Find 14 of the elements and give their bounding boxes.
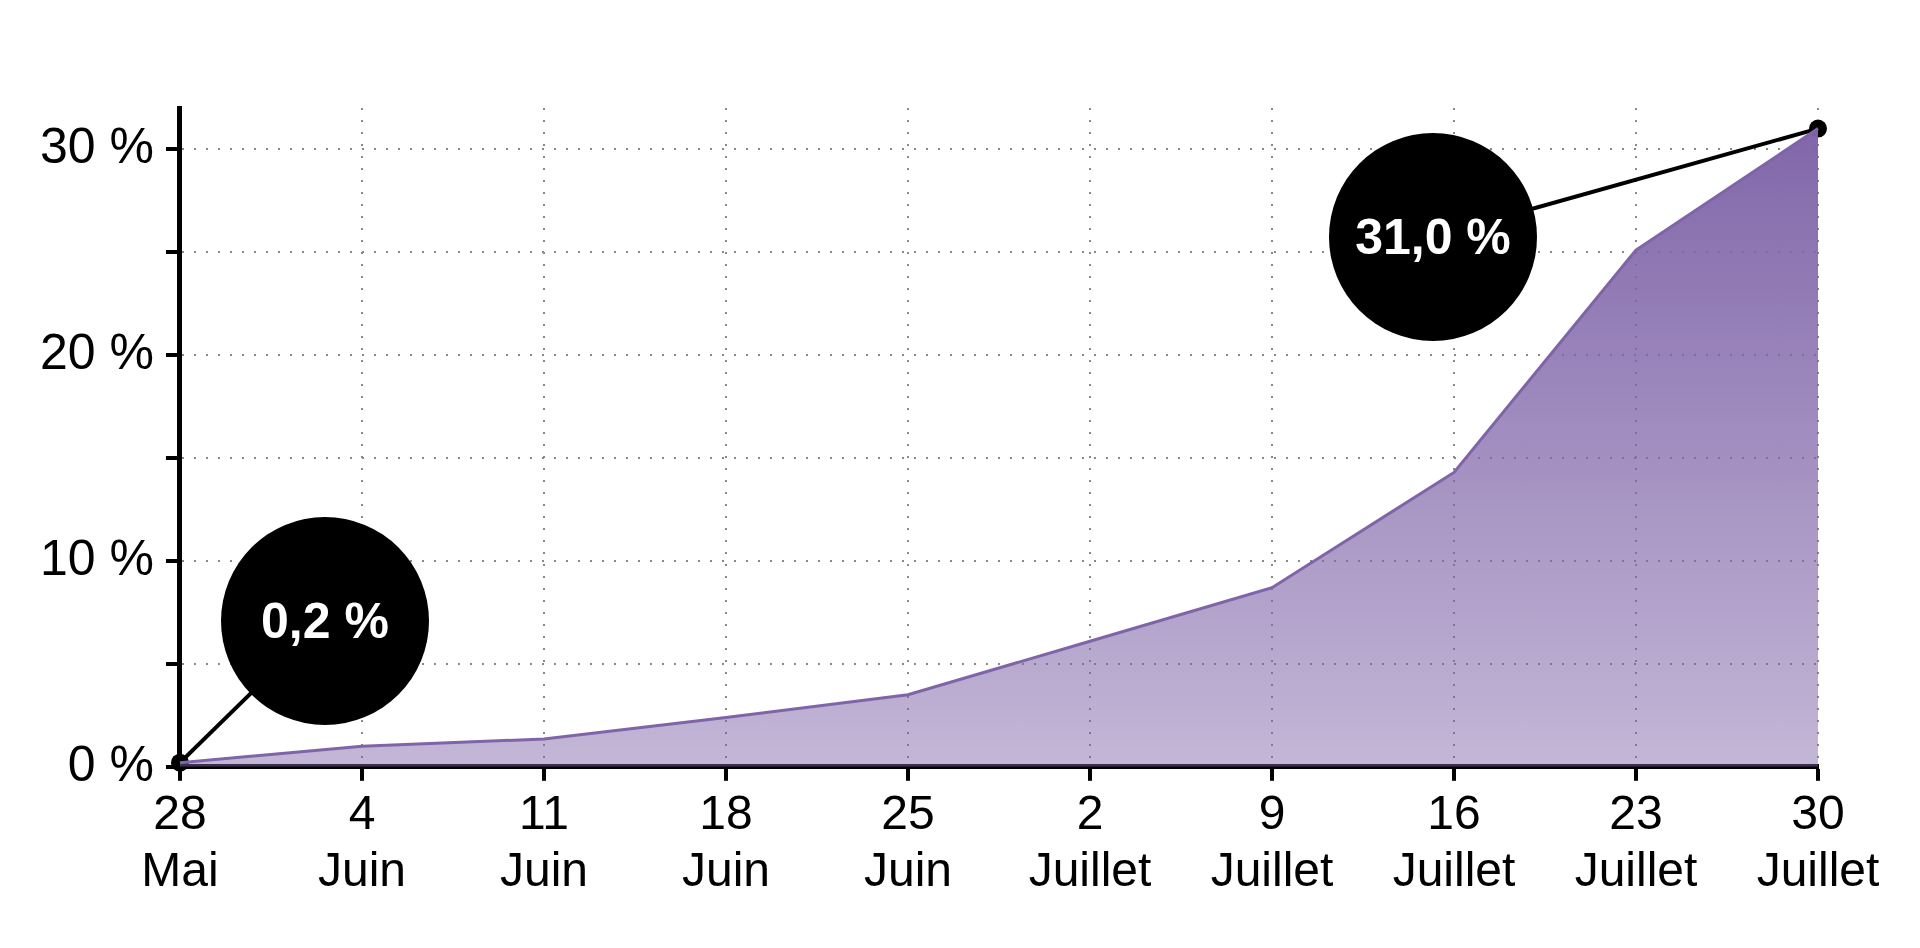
annotation: 31,0 % <box>1355 207 1511 266</box>
y-tick-label: 20 % <box>40 323 154 380</box>
x-tick-label: 4 Juin <box>317 785 406 897</box>
x-tick-label: 23 Juillet <box>1574 785 1698 897</box>
x-tick-label: 11 Juin <box>499 785 588 897</box>
y-tick-label: 30 % <box>40 117 154 174</box>
x-tick-label: 18 Juin <box>681 785 771 897</box>
y-tick-label: 10 % <box>40 529 154 586</box>
x-tick-label: 30 Juillet <box>1756 785 1880 897</box>
x-tick-label: 2 Juillet <box>1028 785 1152 897</box>
x-tick-label: 16 Juillet <box>1392 785 1516 897</box>
x-tick-label: 25 Juin <box>863 785 953 897</box>
annotation: 0,2 % <box>261 591 389 650</box>
x-tick-label: 9 Juillet <box>1210 785 1334 897</box>
